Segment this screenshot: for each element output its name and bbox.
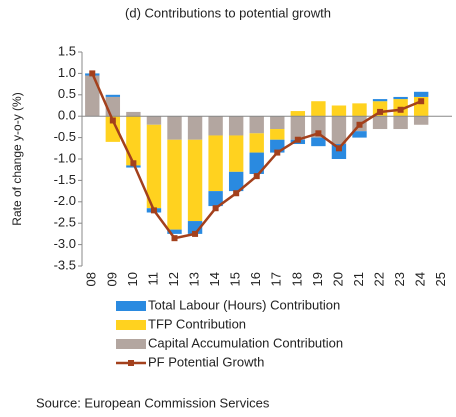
line-marker — [397, 106, 404, 113]
bar — [311, 101, 326, 117]
line-marker — [335, 145, 342, 152]
x-tick-label: 22 — [371, 272, 386, 286]
line-marker — [192, 230, 199, 237]
line-marker — [89, 70, 96, 77]
bar — [208, 116, 223, 136]
bar — [105, 116, 121, 142]
bar — [126, 165, 141, 168]
x-tick-label: 10 — [125, 272, 140, 286]
legend-marker — [128, 360, 134, 366]
y-tick-label: -1.0 — [54, 150, 76, 165]
y-tick-label: -3.0 — [54, 236, 76, 251]
x-tick-label: 08 — [84, 272, 99, 286]
x-tick-label: 14 — [207, 272, 222, 286]
x-tick-label: 09 — [104, 272, 119, 286]
bar — [331, 105, 347, 117]
bar — [270, 129, 285, 140]
bar — [311, 137, 326, 147]
bar — [187, 116, 203, 140]
bar — [393, 96, 408, 100]
bar — [208, 135, 223, 192]
bar — [187, 139, 203, 222]
bar — [290, 111, 306, 117]
bar — [290, 116, 306, 140]
legend-label: Total Labour (Hours) Contribution — [148, 297, 340, 312]
line-marker — [150, 207, 157, 214]
line-marker — [109, 117, 116, 124]
line-marker — [418, 98, 425, 105]
bar — [85, 75, 100, 117]
bar — [146, 116, 162, 125]
line-marker — [274, 149, 281, 156]
line-marker — [130, 160, 137, 167]
bar — [167, 139, 182, 230]
line-marker — [171, 235, 178, 242]
bar — [352, 103, 367, 117]
x-tick-label: 23 — [392, 272, 407, 286]
legend-label: TFP Contribution — [148, 316, 246, 331]
x-tick-label: 24 — [413, 272, 428, 286]
line-marker — [253, 173, 260, 180]
bar — [228, 135, 244, 172]
line-marker — [315, 130, 322, 137]
x-tick-label: 17 — [269, 272, 284, 286]
bar — [126, 111, 141, 117]
x-tick-label: 13 — [186, 272, 201, 286]
x-tick-label: 16 — [248, 272, 263, 286]
x-tick-label: 18 — [289, 272, 304, 286]
bar — [228, 171, 244, 192]
line-marker — [356, 121, 363, 128]
legend-swatch — [116, 301, 146, 311]
bar — [331, 144, 347, 159]
bar — [372, 116, 388, 130]
x-tick-label: 12 — [166, 272, 181, 286]
legend-label: PF Potential Growth — [148, 354, 264, 369]
x-tick-label: 25 — [433, 272, 448, 286]
y-tick-label: -0.5 — [54, 129, 76, 144]
line-marker — [233, 190, 240, 197]
bar — [352, 131, 367, 138]
y-axis-label: Rate of change y-o-y (%) — [10, 92, 24, 225]
y-tick-label: 1.0 — [58, 65, 76, 80]
bar — [228, 116, 244, 136]
bar — [167, 229, 182, 234]
x-tick-label: 11 — [145, 272, 160, 286]
x-tick-label: 15 — [228, 272, 243, 286]
chart-title: (d) Contributions to potential growth — [125, 5, 331, 20]
x-tick-label: 21 — [351, 272, 366, 286]
y-tick-label: -2.5 — [54, 215, 76, 230]
bar — [126, 116, 141, 166]
bar — [249, 133, 264, 153]
y-tick-label: 0.0 — [58, 108, 76, 123]
bar — [413, 91, 429, 97]
y-tick-label: 0.5 — [58, 86, 76, 101]
bar — [249, 152, 264, 174]
bar — [331, 116, 347, 145]
x-tick-label: 19 — [310, 272, 325, 286]
legend-swatch — [116, 320, 146, 330]
y-tick-label: -2.0 — [54, 193, 76, 208]
y-tick-label: -1.5 — [54, 172, 76, 187]
legend-label: Capital Accumulation Contribution — [148, 335, 343, 350]
line-marker — [294, 136, 301, 143]
y-tick-label: 1.5 — [58, 43, 76, 58]
bar — [167, 116, 182, 140]
source: Source: European Commission Services — [36, 395, 270, 410]
legend-swatch — [116, 339, 146, 349]
y-tick-label: -3.5 — [54, 257, 76, 272]
line-marker — [377, 108, 384, 115]
bar — [208, 191, 223, 207]
bar — [372, 99, 388, 102]
bar — [146, 124, 162, 209]
x-tick-label: 20 — [330, 272, 345, 286]
bar — [249, 116, 264, 134]
bar — [270, 116, 285, 130]
bar — [393, 116, 408, 130]
bar — [105, 94, 121, 97]
bar — [311, 116, 326, 138]
line-marker — [212, 205, 219, 212]
bar — [413, 116, 429, 125]
